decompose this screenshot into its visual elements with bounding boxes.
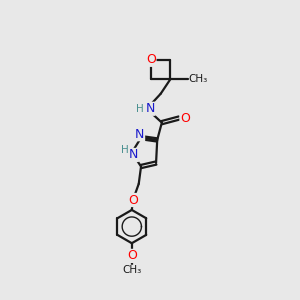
Text: H: H	[136, 104, 144, 114]
Text: O: O	[146, 53, 156, 66]
Text: CH₃: CH₃	[189, 74, 208, 84]
Text: CH₃: CH₃	[122, 265, 141, 275]
Text: O: O	[180, 112, 190, 124]
Text: H: H	[122, 145, 129, 155]
Text: O: O	[128, 194, 138, 206]
Text: N: N	[135, 128, 145, 141]
Text: N: N	[129, 148, 138, 161]
Text: N: N	[146, 102, 155, 115]
Text: O: O	[127, 249, 137, 262]
